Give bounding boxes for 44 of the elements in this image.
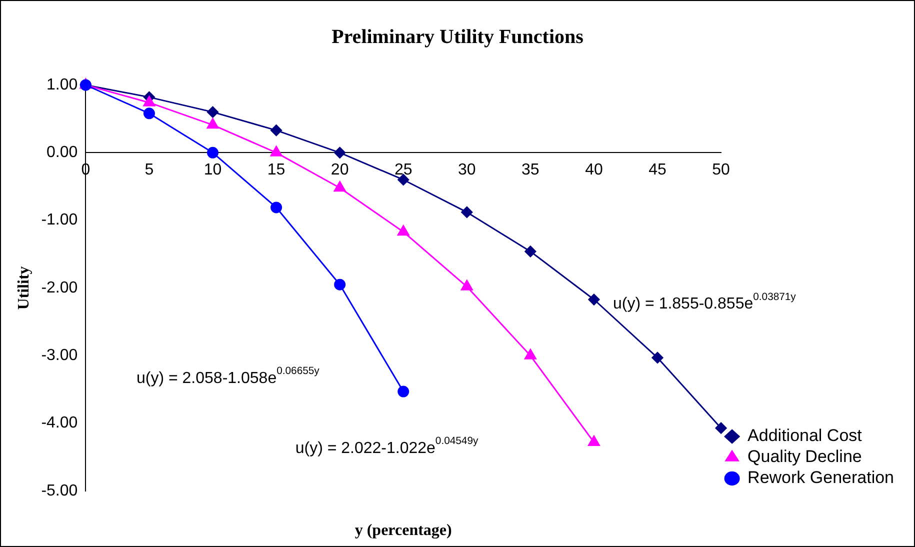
y-axis-title: Utility bbox=[16, 266, 33, 310]
point bbox=[460, 280, 473, 290]
point bbox=[334, 146, 346, 158]
y-tick-label: 1.00 bbox=[46, 76, 78, 94]
point bbox=[524, 246, 536, 258]
point bbox=[334, 278, 346, 290]
x-tick-label: 30 bbox=[458, 162, 476, 179]
y-tick-label: -3.00 bbox=[41, 347, 78, 364]
point bbox=[206, 118, 219, 129]
point bbox=[270, 202, 282, 214]
point bbox=[270, 146, 282, 156]
legend-label: Quality Decline bbox=[748, 447, 862, 466]
point bbox=[206, 146, 218, 158]
legend-label: Rework Generation bbox=[748, 468, 894, 488]
y-tick-label: -4.00 bbox=[41, 414, 78, 432]
point bbox=[143, 96, 156, 106]
y-tick-label: -1.00 bbox=[41, 212, 78, 229]
point bbox=[334, 181, 346, 192]
point bbox=[270, 124, 282, 136]
point bbox=[143, 108, 155, 120]
x-tick-label: 5 bbox=[144, 162, 154, 179]
x-tick-label: 20 bbox=[330, 162, 349, 179]
chart-title: Preliminary Utility Functions bbox=[332, 26, 584, 48]
x-axis-title: y (percentage) bbox=[354, 522, 452, 540]
point bbox=[461, 206, 473, 218]
y-tick-label: 0.00 bbox=[46, 144, 78, 162]
x-tick-label: 40 bbox=[585, 162, 603, 179]
point bbox=[398, 386, 410, 398]
x-tick-label: 35 bbox=[522, 162, 540, 179]
point bbox=[206, 106, 218, 118]
x-tick-label: 10 bbox=[204, 162, 222, 179]
y-tick-label: -2.00 bbox=[41, 279, 78, 296]
legend-label: Additional Cost bbox=[748, 426, 862, 446]
y-tick-label: -5.00 bbox=[41, 482, 78, 500]
x-tick-label: 50 bbox=[712, 162, 730, 179]
point bbox=[715, 422, 727, 434]
point bbox=[652, 352, 664, 364]
x-tick-label: 45 bbox=[648, 162, 667, 179]
point bbox=[588, 294, 600, 306]
point bbox=[524, 348, 536, 360]
point bbox=[588, 436, 600, 446]
x-tick-label: 15 bbox=[267, 162, 286, 179]
x-tick-label: 25 bbox=[394, 162, 412, 179]
point bbox=[397, 225, 410, 236]
